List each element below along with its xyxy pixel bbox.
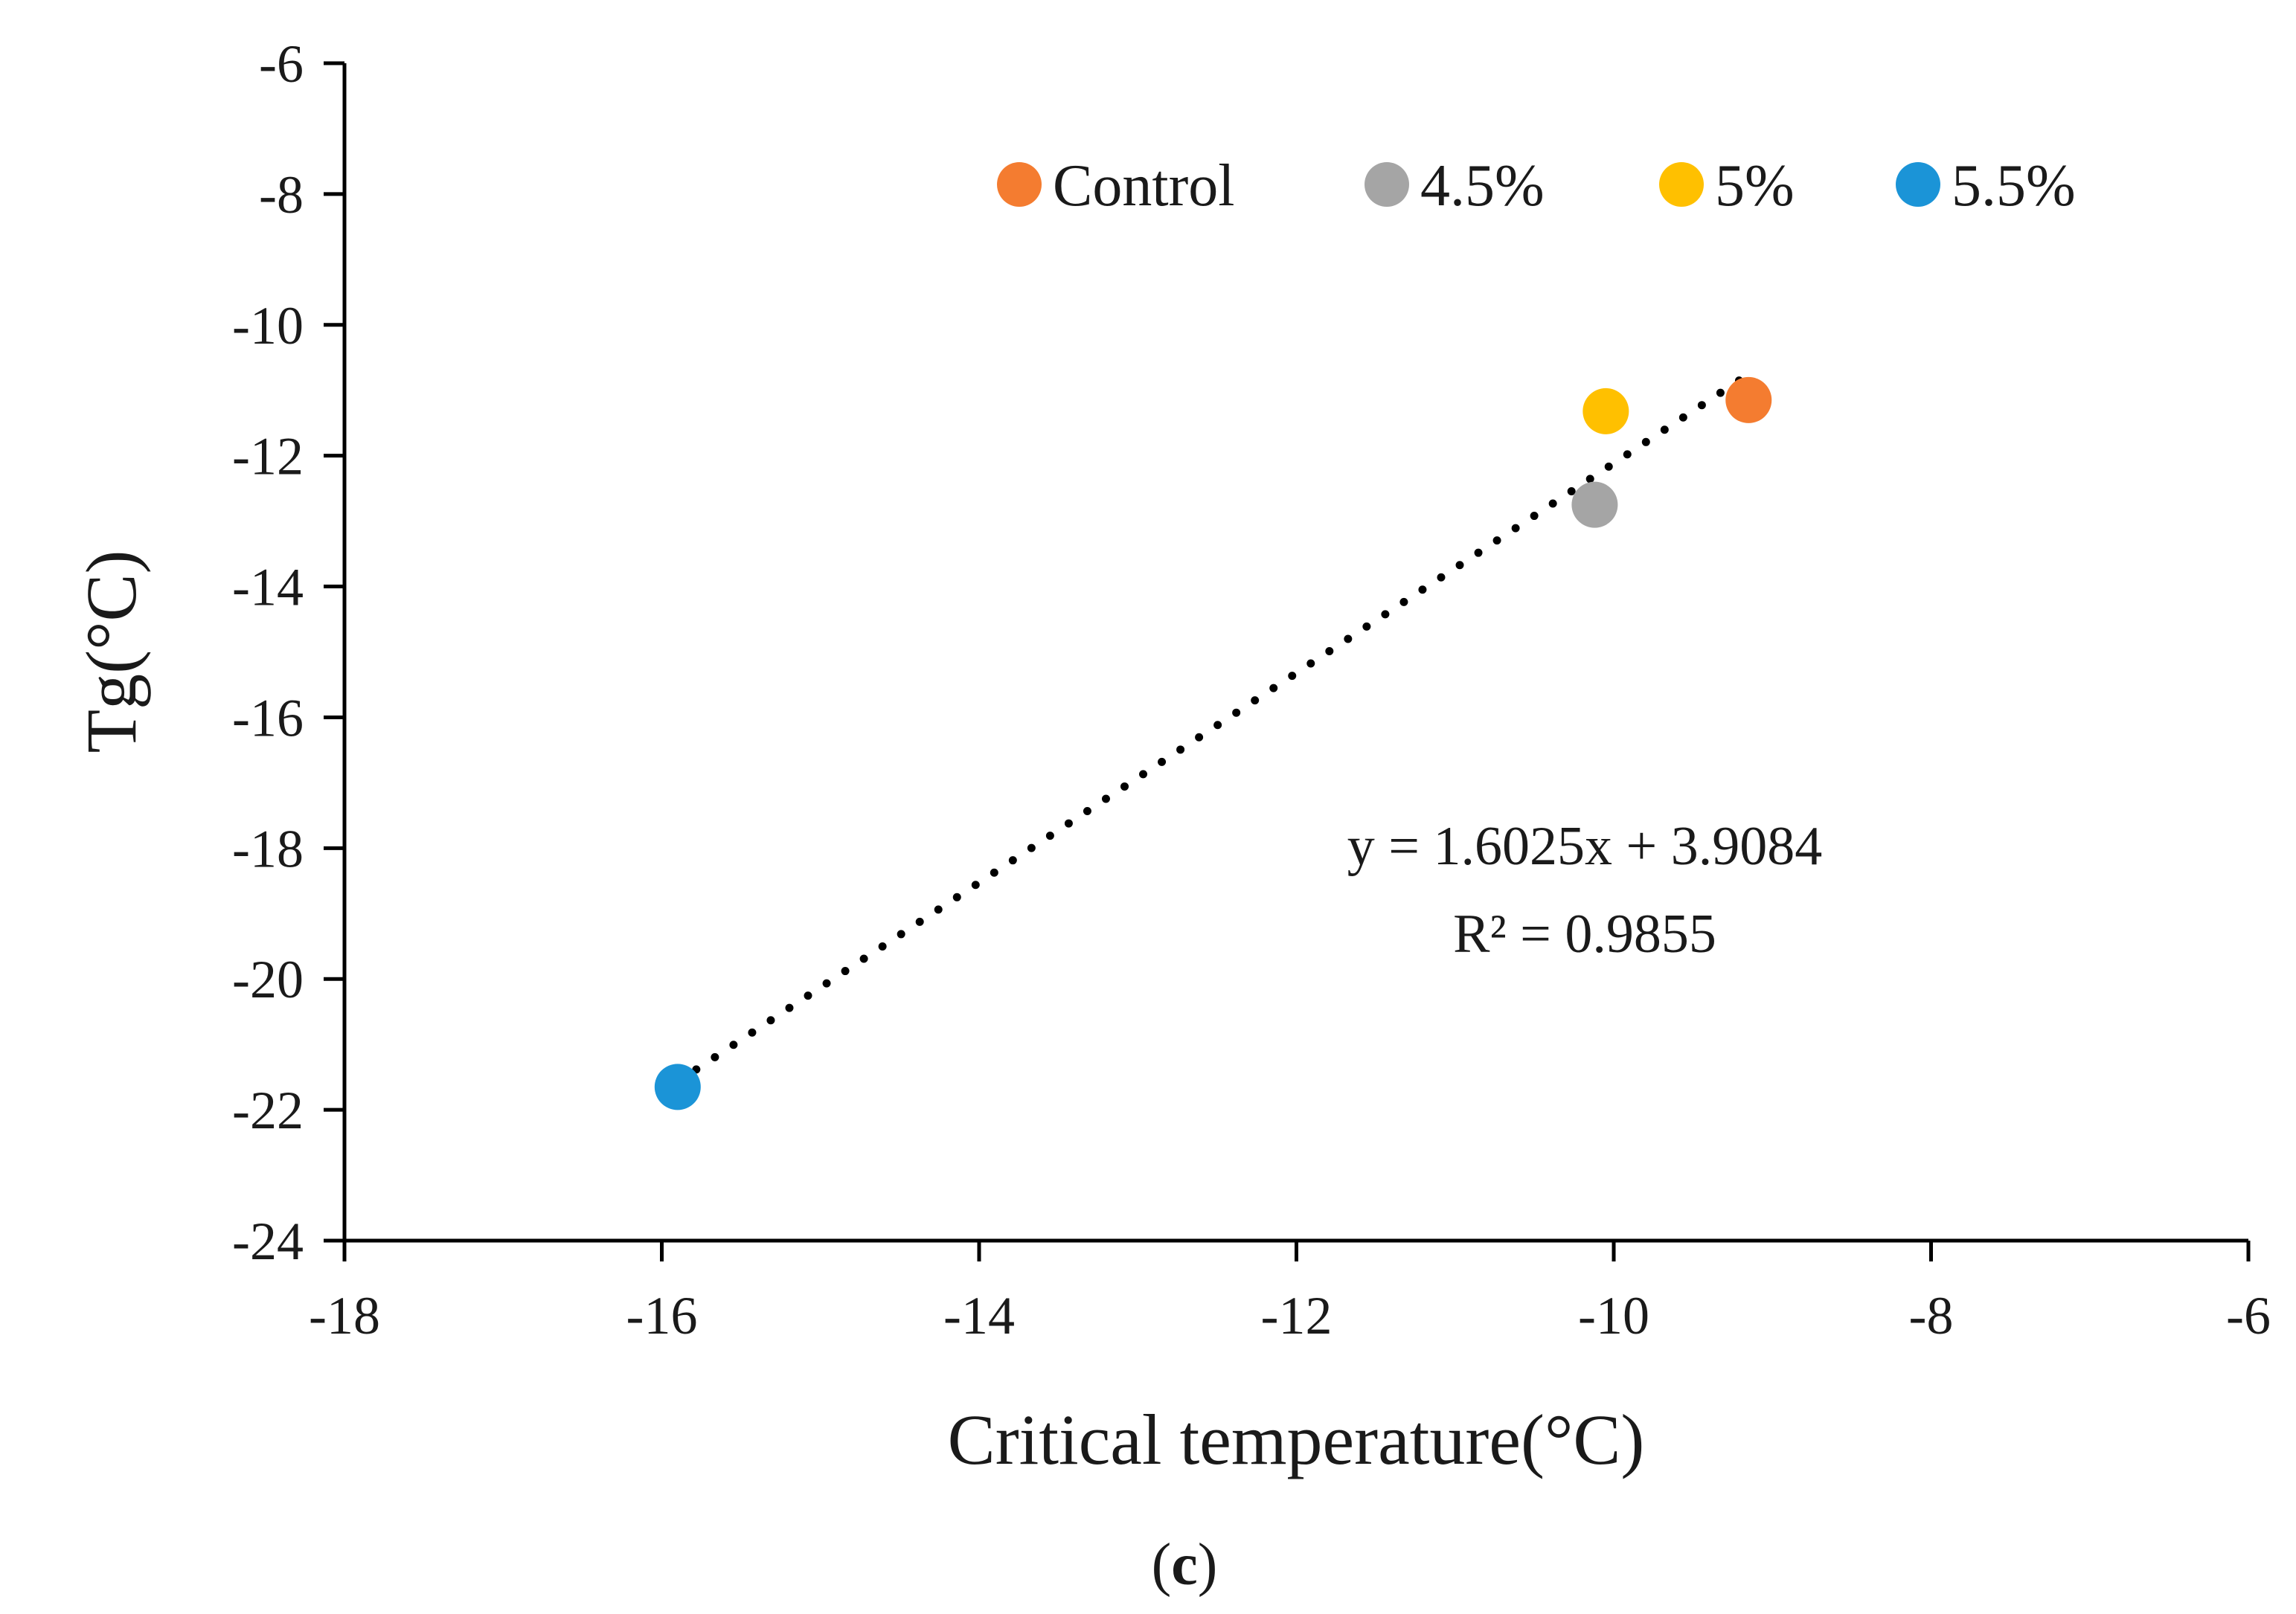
y-tick-label: -8 xyxy=(259,165,304,225)
x-tick-label: -14 xyxy=(943,1286,1015,1345)
caption-close: ) xyxy=(1198,1532,1218,1598)
axes xyxy=(342,63,2248,1243)
x-tick-label: -12 xyxy=(1261,1286,1333,1345)
legend-marker xyxy=(1896,162,1940,207)
data-point-control xyxy=(1725,376,1772,423)
data-point-4-5pct xyxy=(1571,481,1618,528)
y-tick-label: -20 xyxy=(232,950,304,1009)
y-axis-title: Tg(°C) xyxy=(71,550,151,753)
y-axis-ticks: -6 -8 -10 -12 -14 -16 -18 -20 -22 -24 xyxy=(232,34,344,1271)
x-tick-label: -16 xyxy=(626,1286,698,1345)
legend-marker xyxy=(1365,162,1409,207)
caption-letter: c xyxy=(1171,1532,1198,1598)
x-tick-label: -8 xyxy=(1909,1286,1954,1345)
y-tick-label: -16 xyxy=(232,688,304,747)
x-tick-label: -10 xyxy=(1578,1286,1649,1345)
legend-label: 4.5% xyxy=(1420,153,1545,219)
trendline xyxy=(673,375,1745,1086)
figure-caption: (c) xyxy=(1152,1532,1218,1598)
data-point-5pct xyxy=(1582,388,1629,434)
trendline-r-squared: R² = 0.9855 xyxy=(1453,904,1716,965)
legend-marker xyxy=(1659,162,1704,207)
trendline-path xyxy=(673,375,1745,1086)
legend-marker xyxy=(997,162,1042,207)
trendline-equation: y = 1.6025x + 3.9084 xyxy=(1347,816,1822,877)
legend-label: Control xyxy=(1053,153,1234,219)
x-tick-label: -18 xyxy=(309,1286,380,1345)
legend-label: 5.5% xyxy=(1952,153,2076,219)
y-tick-label: -12 xyxy=(232,427,304,486)
caption-open: ( xyxy=(1152,1532,1172,1598)
y-tick-label: -14 xyxy=(232,558,304,617)
y-tick-label: -24 xyxy=(232,1212,304,1271)
legend: Control 4.5% 5% 5.5% xyxy=(997,153,2076,219)
y-tick-label: -6 xyxy=(259,34,304,94)
x-axis-ticks: -18 -16 -14 -12 -10 -8 -6 xyxy=(309,1241,2271,1345)
y-tick-label: -10 xyxy=(232,296,304,356)
y-tick-label: -18 xyxy=(232,819,304,878)
data-point-5-5pct xyxy=(654,1064,701,1110)
x-tick-label: -6 xyxy=(2226,1286,2271,1345)
legend-label: 5% xyxy=(1715,153,1795,219)
y-tick-label: -22 xyxy=(232,1081,304,1140)
data-points xyxy=(654,376,1772,1110)
x-axis-title: Critical temperature(°C) xyxy=(948,1400,1645,1479)
